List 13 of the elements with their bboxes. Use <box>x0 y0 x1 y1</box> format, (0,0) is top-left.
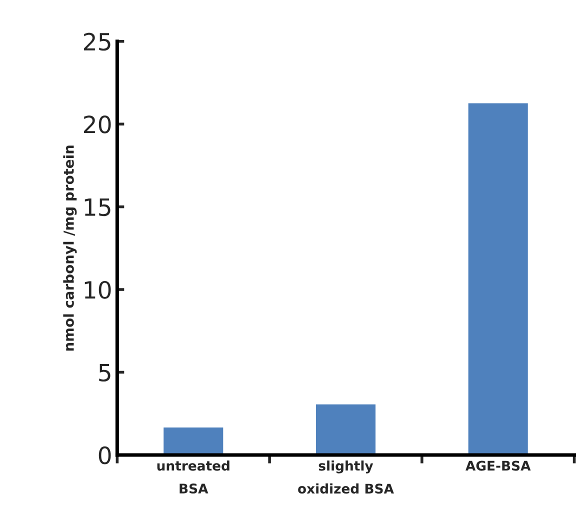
bar <box>162 426 225 455</box>
y-tick-label: 5 <box>99 364 110 382</box>
x-tick-label: AGE-BSA <box>466 460 531 471</box>
y-tick-label: 25 <box>84 32 110 51</box>
x-tick-label: slightly oxidized BSA <box>298 460 394 494</box>
y-axis-title: nmol carbonyl /mg protein <box>63 146 77 351</box>
x-tick-label: untreated BSA <box>157 460 230 494</box>
bar <box>314 402 377 455</box>
y-tick-label: 15 <box>84 198 110 216</box>
bar <box>466 102 530 455</box>
y-tick-label: 0 <box>98 446 111 464</box>
y-tick-label: 10 <box>84 280 111 299</box>
y-tick-label: 20 <box>84 116 111 134</box>
